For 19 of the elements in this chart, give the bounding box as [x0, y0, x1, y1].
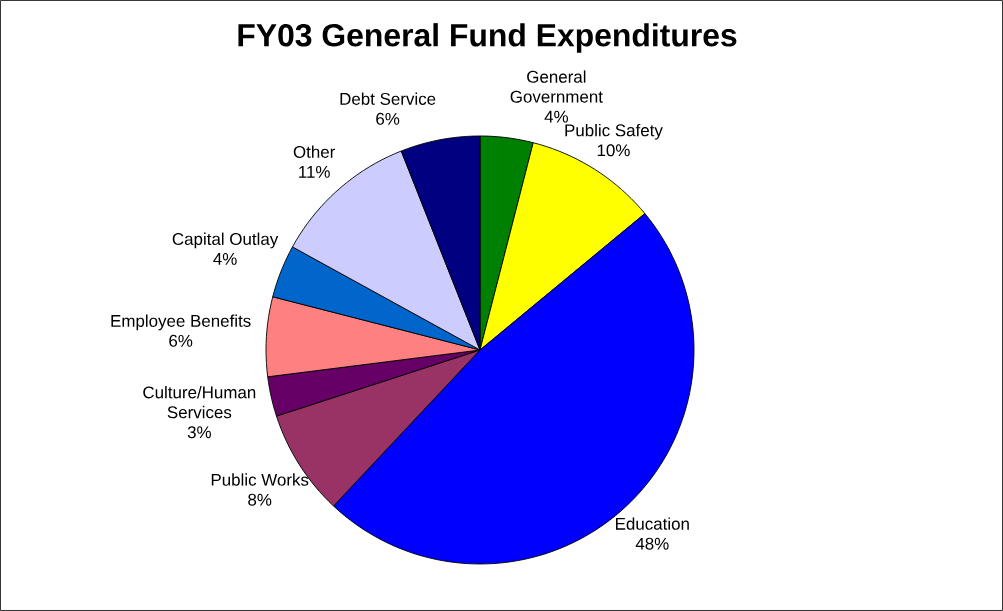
slice-label: Education — [616, 517, 689, 530]
data-label: 4% — [544, 110, 569, 123]
slice-label: Public Safety — [565, 123, 663, 140]
data-label: 10% — [597, 144, 630, 157]
data-label: 6% — [169, 334, 193, 347]
data-label: 6% — [376, 112, 400, 125]
data-label: 3% — [187, 426, 211, 439]
data-label: 8% — [248, 493, 272, 506]
slice-label: General Government — [510, 70, 603, 103]
slice-label: Culture/Human Services — [143, 385, 256, 419]
slice-label: Debt Service — [340, 92, 436, 105]
data-label: 11% — [299, 165, 330, 178]
chart-title: FY03 General Fund Expenditures — [238, 23, 737, 53]
slice-label: Public Works — [211, 473, 309, 486]
slice-label: Employee Benefits — [111, 314, 251, 331]
slice-label: Other — [293, 145, 336, 158]
slice-label: Capital Outlay — [172, 232, 279, 249]
data-label: 4% — [213, 253, 237, 265]
data-label: 48% — [635, 537, 669, 550]
